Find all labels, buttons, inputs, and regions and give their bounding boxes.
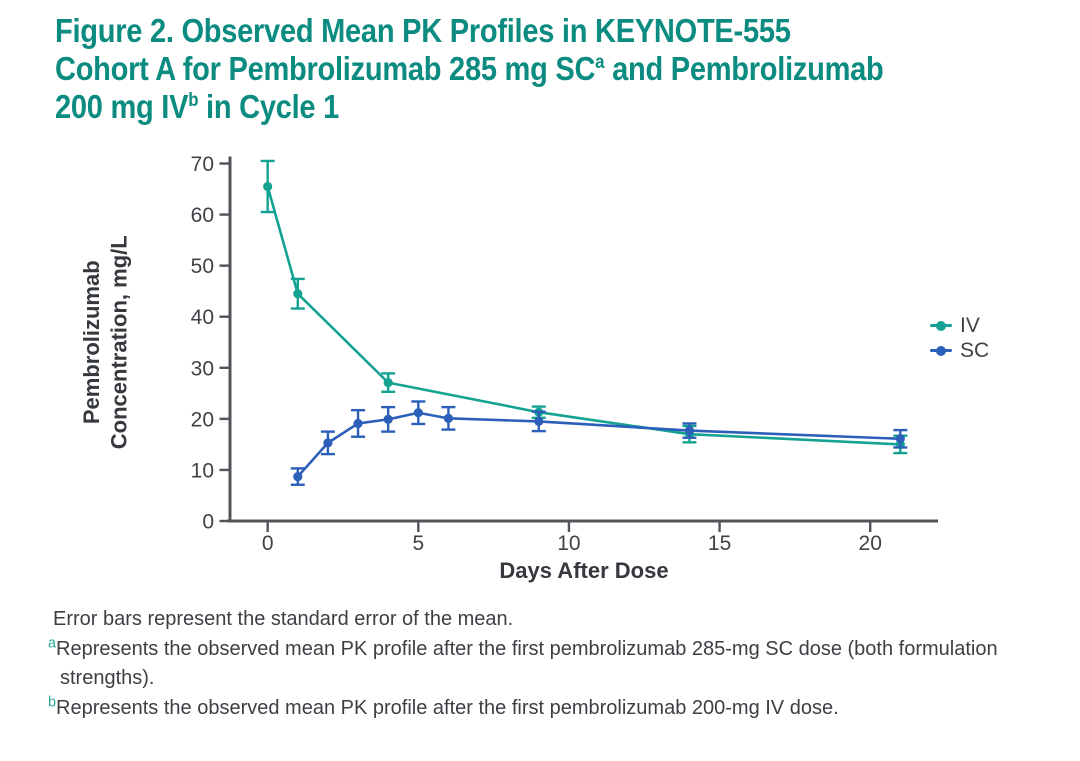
y-axis-title-line1: Pembrolizumab xyxy=(79,260,104,424)
y-tick-label: 40 xyxy=(191,306,214,329)
iv-dot-icon xyxy=(936,320,946,331)
chart-canvas: 0 10 20 30 40 50 60 70 0 5 10 15 20 Days After Dose Pe… xyxy=(79,153,938,583)
sc-data-point xyxy=(323,438,333,448)
y-tick-label: 50 xyxy=(191,255,214,278)
x-axis-title: Days After Dose xyxy=(499,558,668,583)
legend-label-iv: IV xyxy=(960,314,980,337)
sc-dot-icon xyxy=(936,345,946,356)
sc-data-point xyxy=(895,434,905,444)
sc-data-point xyxy=(383,414,393,424)
sc-data-point xyxy=(353,418,363,429)
y-tick-label: 70 xyxy=(191,153,214,176)
y-tick-label: 0 xyxy=(202,511,214,534)
x-tick-label: 0 xyxy=(262,532,274,555)
iv-series-line xyxy=(266,186,901,446)
legend-item-sc: SC xyxy=(930,339,989,362)
sc-data-point xyxy=(443,413,454,423)
footnote-superscript-a: a xyxy=(48,634,57,651)
footnote-b-text: Represents the observed mean PK profile … xyxy=(56,696,839,719)
legend-item-iv: IV xyxy=(930,314,989,337)
iv-data-point xyxy=(263,181,273,192)
title-line-3-text: 200 mg IV xyxy=(55,88,189,125)
chart-legend: IV SC xyxy=(930,314,989,362)
footnote-a: aRepresents the observed mean PK profile… xyxy=(48,635,1008,694)
x-tick-label: 20 xyxy=(859,532,882,555)
y-tick-label: 30 xyxy=(191,357,214,380)
iv-data-point xyxy=(293,289,303,299)
title-line-1: Figure 2. Observed Mean PK Profiles in K… xyxy=(55,12,791,49)
title-superscript-b: b xyxy=(188,90,199,111)
footnote-a-text: Represents the observed mean PK profile … xyxy=(56,637,998,690)
y-tick-label: 20 xyxy=(191,408,214,431)
title-superscript-a: a xyxy=(595,52,605,73)
title-line-3: 200 mg IVb in Cycle 1 xyxy=(55,88,988,126)
x-tick-label: 5 xyxy=(412,532,424,555)
sc-line-dot-marker-icon xyxy=(930,345,952,356)
iv-data-point xyxy=(383,377,393,388)
title-line-2: Cohort A for Pembrolizumab 285 mg SCa an… xyxy=(55,50,988,88)
figure-title: Figure 2. Observed Mean PK Profiles in K… xyxy=(55,12,988,126)
legend-label-sc: SC xyxy=(960,339,990,362)
sc-data-point xyxy=(293,471,303,482)
sc-data-point xyxy=(684,426,695,436)
title-line-2-text: Cohort A for Pembrolizumab 285 mg SC xyxy=(55,50,596,87)
title-line-2-text-after: and Pembrolizumab xyxy=(604,50,884,87)
pk-profile-chart: 0 10 20 30 40 50 60 70 0 5 10 15 20 Days After Dose Pe… xyxy=(0,140,1080,610)
sc-data-point xyxy=(413,408,423,418)
y-axis-title-line2: Concentration, mg/L xyxy=(107,235,132,449)
sc-data-point xyxy=(534,416,544,427)
y-tick-label: 60 xyxy=(191,204,214,227)
footnote-b: bRepresents the observed mean PK profile… xyxy=(48,694,1008,724)
x-tick-label: 10 xyxy=(557,532,580,555)
x-tick-label: 15 xyxy=(708,532,731,555)
footnotes: Error bars represent the standard error … xyxy=(48,605,1008,723)
iv-line-dot-marker-icon xyxy=(930,320,952,331)
footnote-superscript-b: b xyxy=(48,693,57,710)
title-line-3-text-after: in Cycle 1 xyxy=(198,88,340,125)
y-tick-label: 10 xyxy=(191,459,214,482)
footnote-error-bars: Error bars represent the standard error … xyxy=(53,608,514,630)
